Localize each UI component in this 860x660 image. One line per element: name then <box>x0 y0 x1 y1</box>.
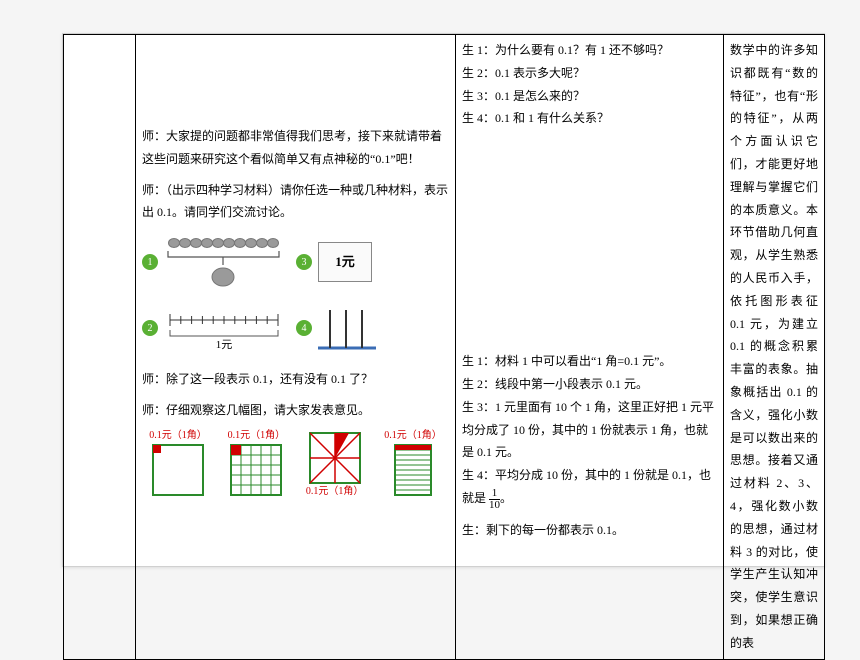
student-q1: 生 1：为什么要有 0.1？有 1 还不够吗？ <box>462 39 717 62</box>
document-page: 师：大家提的问题都非常值得我们思考，接下来就请带着这些问题来研究这个看似简单又有… <box>62 33 825 567</box>
material-2: 2 1元 <box>142 298 290 358</box>
yuan-box: 1元 <box>318 242 372 282</box>
coins-icon <box>164 235 282 289</box>
material-num-4: 4 <box>296 320 312 336</box>
student-q2: 生 2：0.1 表示多大呢？ <box>462 62 717 85</box>
student-a5: 生：剩下的每一份都表示 0.1。 <box>462 519 717 542</box>
student-q4: 生 4：0.1 和 1 有什么关系？ <box>462 107 717 130</box>
notes-text: 数学中的许多知识都既有“数的特征”，也有“形的特征”，从两个方面认识它们，才能更… <box>730 39 818 655</box>
diagram-1: 0.1元（1角） <box>142 430 214 498</box>
col-teacher: 师：大家提的问题都非常值得我们思考，接下来就请带着这些问题来研究这个看似简单又有… <box>136 35 456 660</box>
diagram-2: 0.1元（1角） <box>220 430 292 498</box>
ruler-label: 1元 <box>216 339 233 350</box>
material-1: 1 <box>142 232 290 292</box>
col-notes: 数学中的许多知识都既有“数的特征”，也有“形的特征”，从两个方面认识它们，才能更… <box>724 35 825 660</box>
material-num-3: 3 <box>296 254 312 270</box>
material-4: 4 <box>296 298 444 358</box>
diagram-3: 0.1元（1角） <box>299 430 371 498</box>
bars-icon <box>318 304 378 352</box>
fraction-1-10: 1 10 <box>489 488 500 511</box>
ruler-icon: 1元 <box>164 306 282 350</box>
material-3: 3 1元 <box>296 232 444 292</box>
teacher-q1: 师：除了这一段表示 0.1，还有没有 0.1 了？ <box>142 368 449 391</box>
diagram-4: 0.1元（1角） <box>377 430 449 498</box>
materials-grid: 1 3 1元 2 <box>142 232 449 358</box>
lesson-table: 师：大家提的问题都非常值得我们思考，接下来就请带着这些问题来研究这个看似简单又有… <box>63 34 825 660</box>
student-a4: 生 4：平均分成 10 份，其中的 1 份就是 0.1，也就是 1 10 。 <box>462 464 717 511</box>
diagram-row: 0.1元（1角） 0.1元（1角） <box>142 430 449 498</box>
teacher-intro: 师：大家提的问题都非常值得我们思考，接下来就请带着这些问题来研究这个看似简单又有… <box>142 125 449 171</box>
teacher-q2: 师：仔细观察这几幅图，请大家发表意见。 <box>142 399 449 422</box>
student-a1: 生 1：材料 1 中可以看出“1 角=0.1 元”。 <box>462 350 717 373</box>
material-num-2: 2 <box>142 320 158 336</box>
col-students: 生 1：为什么要有 0.1？有 1 还不够吗？ 生 2：0.1 表示多大呢？ 生… <box>456 35 724 660</box>
student-a2: 生 2：线段中第一小段表示 0.1 元。 <box>462 373 717 396</box>
col-stage <box>64 35 136 660</box>
student-q3: 生 3：0.1 是怎么来的？ <box>462 85 717 108</box>
teacher-show-materials: 师：（出示四种学习材料）请你任选一种或几种材料，表示出 0.1。请同学们交流讨论… <box>142 179 449 225</box>
material-num-1: 1 <box>142 254 158 270</box>
student-a3: 生 3：1 元里面有 10 个 1 角，这里正好把 1 元平均分成了 10 份，… <box>462 396 717 464</box>
